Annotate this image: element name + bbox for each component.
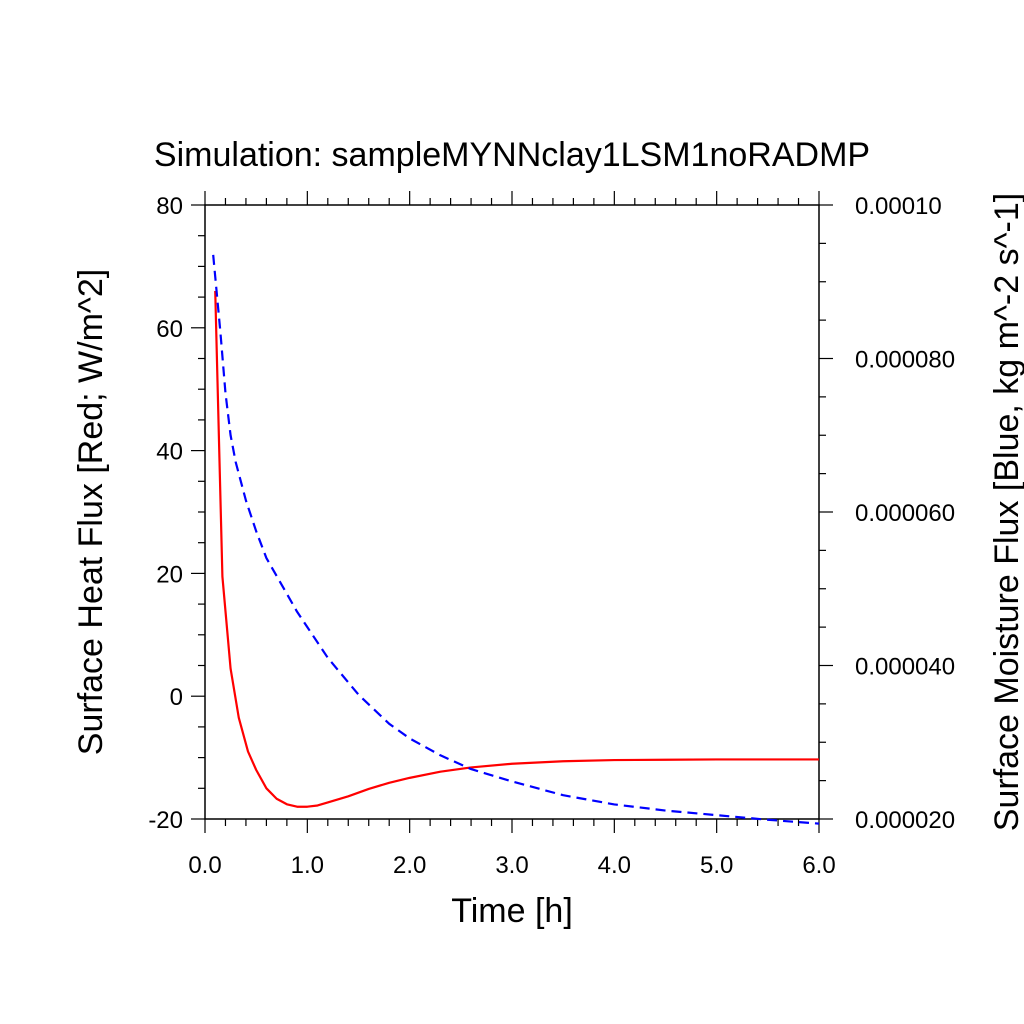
series-line-heat-flux [214, 290, 819, 808]
y-left-tick-label: 60 [156, 316, 183, 343]
series-layer [212, 254, 820, 825]
y-axis-right-label: Surface Moisture Flux [Blue, kg m^-2 s^-… [988, 193, 1024, 831]
y-left-tick-label: 80 [156, 193, 183, 220]
y-axis-left-label: Surface Heat Flux [Red; W/m^2] [72, 269, 110, 755]
plot-frame [204, 204, 820, 820]
y-left-tick-label: 0 [170, 684, 183, 711]
x-tick-label: 4.0 [598, 852, 631, 879]
chart-title: Simulation: sampleMYNNclay1LSM1noRADMP [154, 136, 870, 174]
x-tick-label: 2.0 [393, 852, 426, 879]
x-axis: 0.0 1.0 2.0 3.0 4.0 5.0 6.0 [188, 191, 836, 879]
x-axis-label: Time [h] [451, 892, 573, 930]
x-tick-label: 6.0 [802, 852, 835, 879]
x-tick-label: 1.0 [291, 852, 324, 879]
x-tick-label: 0.0 [188, 852, 221, 879]
y-axis-left: -20 0 20 40 60 80 [148, 193, 205, 834]
plot-border [204, 204, 820, 820]
x-tick-label: 3.0 [495, 852, 528, 879]
y-axis-right: 0.000020 0.000040 0.000060 0.000080 0.00010 [819, 193, 955, 834]
y-right-tick-label: 0.000080 [855, 347, 955, 374]
y-left-tick-label: 20 [156, 561, 183, 588]
y-right-tick-label: 0.000040 [855, 654, 955, 681]
y-right-tick-label: 0.00010 [855, 193, 942, 220]
series-line-moisture-flux [212, 254, 820, 825]
y-left-tick-label: -20 [148, 807, 183, 834]
y-right-tick-label: 0.000060 [855, 500, 955, 527]
y-left-tick-label: 40 [156, 439, 183, 466]
x-tick-label: 5.0 [700, 852, 733, 879]
y-right-tick-label: 0.000020 [855, 807, 955, 834]
